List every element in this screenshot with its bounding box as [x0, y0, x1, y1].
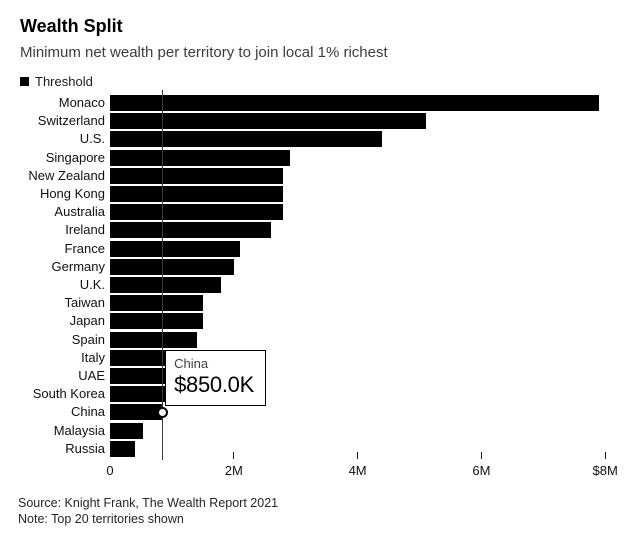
tooltip-value: $850.0K: [174, 372, 254, 397]
bar[interactable]: [110, 149, 290, 166]
bar[interactable]: [110, 167, 284, 184]
axis-tick-label: 2M: [224, 463, 243, 478]
category-label: China: [71, 404, 105, 420]
category-label: U.S.: [79, 131, 105, 147]
bar[interactable]: [110, 204, 284, 221]
category-label: France: [64, 240, 105, 256]
source-text: Source: Knight Frank, The Wealth Report …: [18, 496, 279, 510]
category-label: U.K.: [79, 277, 105, 292]
legend-label: Threshold: [35, 74, 93, 89]
bar[interactable]: [110, 258, 234, 275]
category-label: UAE: [78, 368, 105, 383]
bar[interactable]: [110, 240, 240, 257]
legend-swatch-icon: [20, 77, 29, 86]
category-label: Russia: [65, 440, 105, 456]
axis-tick-label: $8M: [592, 463, 618, 478]
category-label: Italy: [81, 349, 105, 365]
bar[interactable]: [110, 113, 426, 130]
hover-point-marker: [157, 406, 169, 418]
category-label: Taiwan: [64, 295, 105, 311]
category-label: Switzerland: [37, 113, 105, 129]
category-label: South Korea: [32, 386, 105, 402]
bar[interactable]: [110, 295, 203, 312]
category-label: Germany: [51, 258, 105, 274]
axis-tick-label: 6M: [472, 463, 491, 478]
axis-tick: [233, 452, 235, 459]
bar[interactable]: [110, 422, 144, 439]
axis-tick-label: 0: [106, 463, 114, 478]
bar[interactable]: [110, 131, 383, 148]
hover-crosshair-line: [162, 90, 164, 460]
legend: Threshold: [20, 74, 93, 89]
category-label: Japan: [69, 313, 105, 329]
category-label: New Zealand: [28, 167, 105, 183]
bar[interactable]: [110, 186, 284, 202]
bar[interactable]: [110, 368, 172, 384]
chart-subtitle: Minimum net wealth per territory to join…: [20, 44, 388, 61]
category-label: Malaysia: [53, 422, 105, 438]
bar[interactable]: [110, 277, 222, 293]
bar[interactable]: [110, 313, 203, 330]
tooltip-country: China: [174, 356, 209, 371]
bar[interactable]: [110, 386, 168, 403]
axis-tick: [480, 452, 482, 459]
bar[interactable]: [110, 440, 135, 457]
bar[interactable]: [110, 95, 599, 111]
tooltip: China $850.0K: [165, 350, 267, 406]
note-text: Note: Top 20 territories shown: [18, 512, 184, 526]
category-label: Monaco: [58, 95, 105, 110]
category-label: Ireland: [65, 222, 105, 238]
axis-tick-label: 4M: [348, 463, 367, 478]
bar[interactable]: [110, 404, 163, 421]
category-label: Hong Kong: [39, 186, 105, 201]
category-label: Australia: [54, 204, 105, 220]
bar[interactable]: [110, 222, 271, 239]
bar[interactable]: [110, 331, 197, 348]
category-label: Singapore: [45, 149, 105, 165]
axis-tick: [357, 452, 359, 459]
chart-title: Wealth Split: [20, 16, 123, 36]
category-label: Spain: [71, 331, 105, 347]
footer-notes: Source: Knight Frank, The Wealth Report …: [18, 495, 278, 527]
axis-tick: [604, 452, 606, 459]
